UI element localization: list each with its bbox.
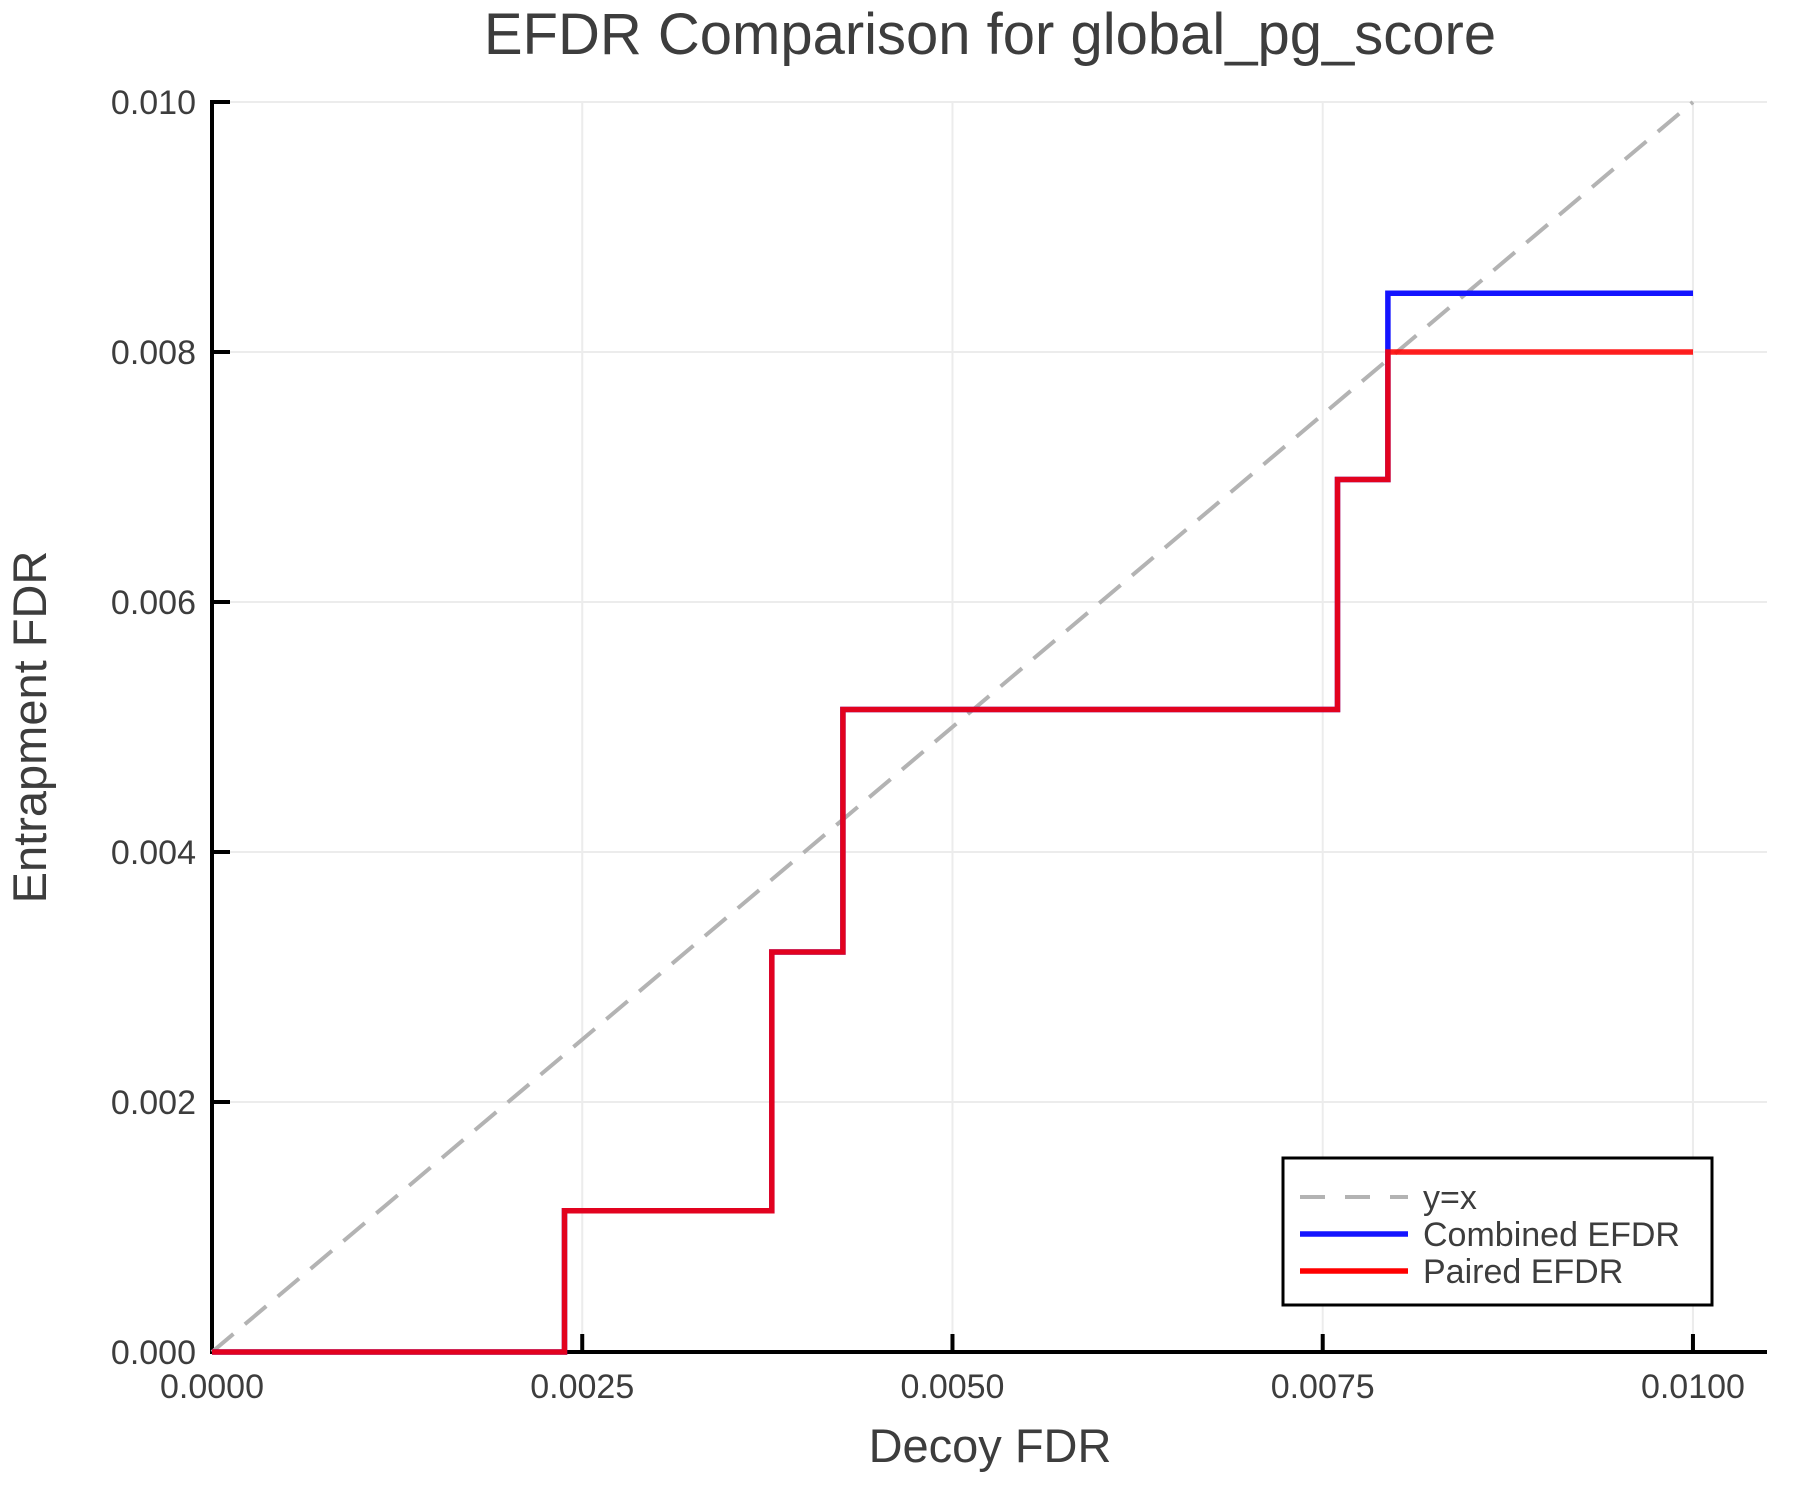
x-tick-label: 0.0025 <box>530 1368 634 1406</box>
y-tick-marks <box>212 100 230 1354</box>
x-tick-labels: 0.0000 0.0025 0.0050 0.0075 0.0100 <box>160 1368 1745 1406</box>
y-tick-label: 0.004 <box>111 834 196 872</box>
y-tick-label: 0.006 <box>111 584 196 622</box>
y-tick-label: 0.002 <box>111 1084 196 1122</box>
legend-row-paired: Paired EFDR <box>1300 1253 1623 1291</box>
legend-label-identity: y=x <box>1423 1179 1477 1217</box>
legend-row-identity: y=x <box>1300 1179 1477 1217</box>
legend-label-paired: Paired EFDR <box>1423 1253 1623 1291</box>
y-tick-label: 0.000 <box>111 1334 196 1372</box>
x-axis-label: Decoy FDR <box>869 1419 1112 1472</box>
x-tick-label: 0.0100 <box>1641 1368 1745 1406</box>
plot-series <box>210 100 1695 1355</box>
x-tick-label: 0.0000 <box>160 1368 264 1406</box>
y-tick-labels: 0.000 0.002 0.004 0.006 0.008 0.010 <box>111 84 196 1372</box>
x-tick-marks <box>210 1334 1695 1352</box>
legend-label-combined: Combined EFDR <box>1423 1216 1680 1254</box>
y-tick-label: 0.008 <box>111 334 196 372</box>
paired-efdr-line <box>212 349 1693 1355</box>
y-tick-label: 0.010 <box>111 84 196 122</box>
legend-row-combined: Combined EFDR <box>1300 1216 1680 1254</box>
gridlines <box>212 101 1767 1352</box>
legend: y=x Combined EFDR Paired EFDR <box>1281 1156 1714 1307</box>
x-tick-label: 0.0050 <box>900 1368 1004 1406</box>
x-tick-label: 0.0075 <box>1271 1368 1375 1406</box>
chart-title: EFDR Comparison for global_pg_score <box>484 2 1496 67</box>
y-x-line <box>210 100 1695 1354</box>
y-axis-label: Entrapment FDR <box>3 551 56 904</box>
